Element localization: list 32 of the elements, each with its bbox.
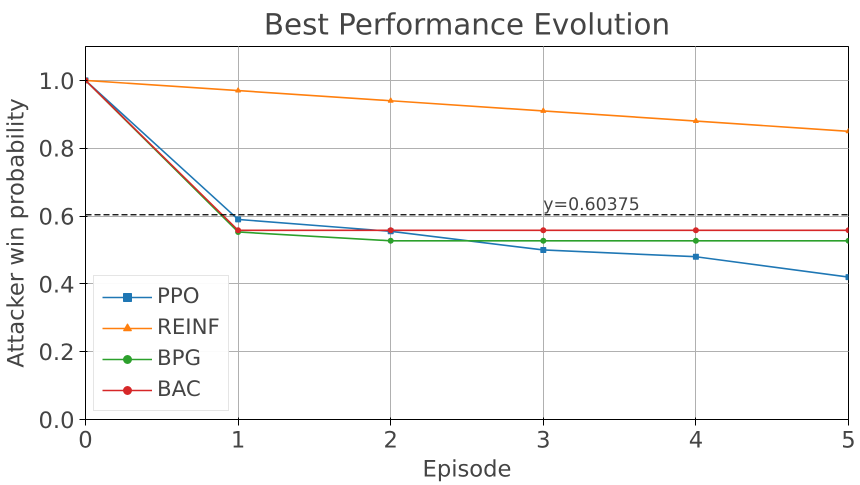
y-tick-label: 0.2 bbox=[38, 340, 74, 366]
point bbox=[235, 216, 242, 222]
point bbox=[540, 227, 546, 234]
point bbox=[235, 87, 242, 93]
point bbox=[540, 108, 546, 113]
x-tick-label: 0 bbox=[78, 428, 93, 454]
y-tick-label: 0.0 bbox=[38, 408, 74, 434]
y-axis-title: Attacker win probability bbox=[3, 98, 30, 368]
x-tick-label: 3 bbox=[536, 428, 551, 454]
point bbox=[540, 246, 546, 253]
y-tick-label: 1.0 bbox=[38, 68, 74, 95]
x-tick-label: 5 bbox=[841, 428, 856, 454]
x-tick-label: 4 bbox=[688, 428, 704, 454]
x-tick-label: 2 bbox=[383, 428, 398, 454]
legend-label: REINF bbox=[157, 315, 220, 340]
legend-label: PPO bbox=[157, 284, 200, 309]
point bbox=[540, 238, 546, 244]
x-axis-title: Episode bbox=[422, 456, 512, 482]
y-tick-label: 0.6 bbox=[38, 204, 74, 231]
point bbox=[388, 97, 394, 103]
legend-label: BPG bbox=[157, 346, 202, 371]
ref-line-label: y=0.60375 bbox=[543, 194, 640, 215]
point bbox=[692, 118, 699, 124]
x-tick-label: 1 bbox=[230, 428, 246, 454]
point bbox=[692, 238, 699, 244]
y-tick-label: 0.4 bbox=[38, 272, 74, 298]
point bbox=[692, 254, 699, 260]
legend-label: BAC bbox=[157, 377, 201, 402]
point bbox=[692, 227, 699, 234]
point bbox=[388, 238, 394, 244]
chart-title: Best Performance Evolution bbox=[264, 8, 670, 42]
y-tick-label: 0.8 bbox=[38, 136, 74, 163]
